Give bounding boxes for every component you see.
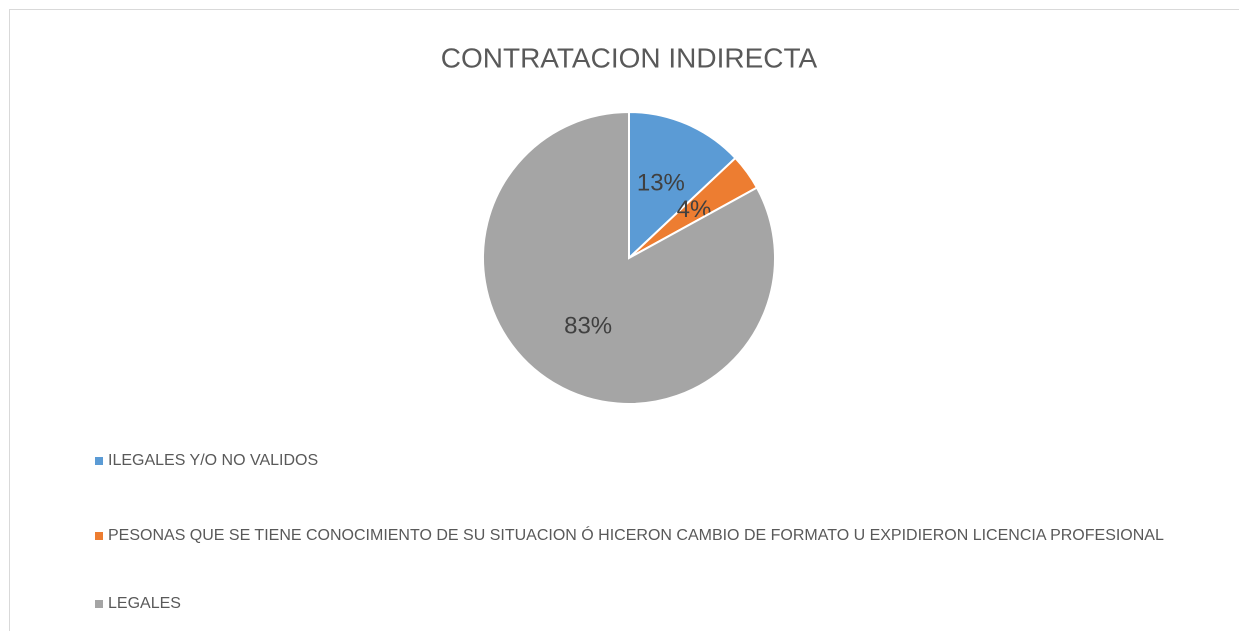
legend-swatch bbox=[95, 600, 103, 608]
chart-border bbox=[9, 9, 1239, 631]
legend-swatch bbox=[95, 457, 103, 465]
legend-label: PESONAS QUE SE TIENE CONOCIMIENTO DE SU … bbox=[108, 527, 1164, 544]
legend-entry: ILEGALES Y/O NO VALIDOS bbox=[95, 448, 1195, 474]
legend-label: ILEGALES Y/O NO VALIDOS bbox=[108, 452, 319, 469]
chart-title: CONTRATACION INDIRECTA bbox=[441, 42, 818, 73]
data-label: 83% bbox=[564, 312, 612, 339]
data-label: 13% bbox=[637, 170, 685, 197]
legend-entry: PESONAS QUE SE TIENE CONOCIMIENTO DE SU … bbox=[95, 523, 1195, 549]
legend-label: LEGALES bbox=[108, 595, 181, 612]
legend-entry: LEGALES bbox=[95, 591, 1195, 617]
legend-swatch bbox=[95, 532, 103, 540]
pie-slice bbox=[482, 110, 776, 405]
pie-slice bbox=[628, 110, 737, 261]
